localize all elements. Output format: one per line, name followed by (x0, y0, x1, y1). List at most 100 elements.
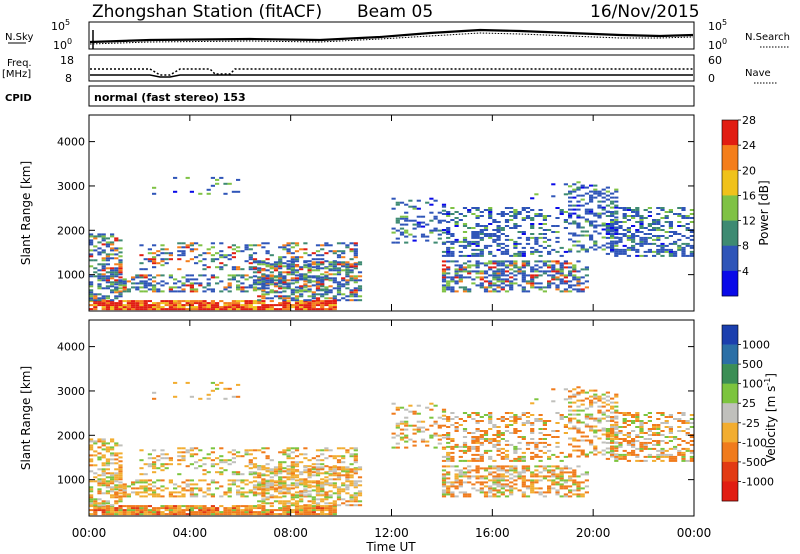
velocity-cell (194, 447, 199, 450)
velocity-cell (152, 495, 157, 498)
power-cell (534, 270, 539, 273)
power-cell (673, 250, 678, 253)
power-cell (89, 291, 94, 294)
power-cell (660, 207, 665, 209)
velocity-cell (475, 414, 480, 416)
power-cell (227, 286, 232, 289)
power-cell (286, 244, 291, 247)
velocity-cell (147, 505, 152, 508)
velocity-cell (93, 464, 98, 467)
power-cell (593, 220, 598, 223)
power-cell (139, 302, 144, 305)
power-cell (488, 209, 493, 211)
power-cell (261, 283, 266, 286)
power-cell (504, 284, 510, 287)
velocity-cell (462, 475, 468, 478)
power-cell (110, 291, 115, 294)
power-cell (479, 231, 484, 233)
velocity-cell (517, 471, 522, 474)
power-cell (315, 277, 321, 280)
power-cell (458, 244, 463, 247)
velocity-cell (475, 477, 480, 480)
nsky-trace (89, 28, 694, 44)
power-cell (446, 252, 451, 255)
power-cell (626, 238, 631, 241)
power-cell (525, 264, 531, 267)
velocity-cell (441, 455, 447, 458)
velocity-cell (467, 481, 472, 484)
power-cell (454, 211, 459, 213)
power-cell (441, 209, 447, 212)
power-cell (446, 248, 451, 251)
power-cell (525, 280, 531, 283)
power-cell (118, 261, 123, 264)
velocity-cell (152, 481, 157, 484)
power-cell (479, 272, 484, 275)
velocity-cell (677, 451, 682, 454)
velocity-cell (521, 422, 526, 424)
velocity-cell (286, 511, 291, 514)
velocity-cell (261, 490, 266, 493)
velocity-cell (551, 475, 556, 478)
velocity-cell (467, 495, 472, 498)
velocity-cell (311, 474, 316, 477)
power-cell (349, 279, 354, 282)
velocity-cell (467, 465, 472, 468)
power-cell (139, 306, 144, 309)
power-cell (454, 264, 459, 267)
velocity-cell (408, 424, 413, 427)
velocity-cell (194, 495, 199, 498)
velocity-cell (605, 403, 610, 406)
power-cell (261, 306, 266, 309)
power-cell (446, 250, 451, 253)
velocity-cell (580, 487, 585, 490)
velocity-cell (391, 436, 396, 439)
velocity-cell (105, 505, 110, 508)
velocity-cell (152, 457, 157, 460)
power-cell (353, 275, 358, 278)
velocity-cell (101, 472, 106, 475)
velocity-cell (185, 381, 190, 384)
velocity-colorbar-swatch (722, 422, 738, 443)
power-cell (483, 290, 489, 293)
velocity-cell (97, 474, 102, 477)
velocity-cell (593, 447, 598, 450)
velocity-cell (563, 481, 568, 484)
power-cell (547, 280, 552, 283)
velocity-cell (210, 495, 215, 498)
power-cell (336, 285, 342, 288)
power-cell (219, 290, 224, 293)
velocity-cell (311, 457, 316, 460)
velocity-cell (248, 471, 253, 474)
power-cell (227, 302, 232, 305)
velocity-cell (303, 482, 308, 485)
velocity-cell (513, 475, 518, 478)
velocity-cell (479, 436, 484, 438)
velocity-cell (240, 479, 245, 482)
power-colorbar-tick-label: 12 (742, 215, 756, 228)
power-cell (244, 278, 249, 281)
velocity-cell (152, 391, 157, 394)
power-cell (479, 215, 484, 217)
power-cell (185, 302, 190, 305)
velocity-cell (496, 477, 501, 480)
power-cell (441, 290, 447, 293)
power-cell (168, 290, 173, 293)
velocity-cell (324, 509, 329, 512)
velocity-cell (294, 484, 300, 487)
velocity-cell (656, 428, 661, 430)
velocity-cell (353, 449, 358, 452)
power-cell (517, 242, 522, 245)
power-cell (189, 248, 194, 251)
velocity-cell (568, 491, 573, 494)
power-cell (311, 261, 316, 264)
power-cell (467, 276, 472, 279)
velocity-cell (265, 455, 270, 458)
velocity-cell (681, 457, 686, 460)
power-cell (215, 178, 220, 181)
velocity-cell (471, 412, 476, 414)
power-cell (194, 262, 199, 265)
power-cell (110, 269, 115, 272)
velocity-cell (496, 426, 501, 428)
power-cell (530, 274, 535, 277)
